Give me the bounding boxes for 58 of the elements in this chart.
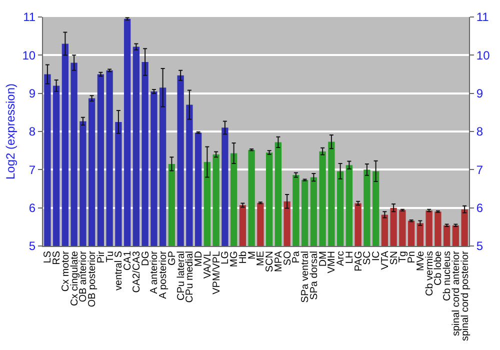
y2-tick-label: 7 [476,162,484,177]
x-tick-label: OB anterior [78,250,90,302]
x-tick-label: Tu [104,251,116,262]
x-tick-label: Tg [398,251,409,263]
y2-tick-label: 11 [476,10,490,24]
x-tick-label: spinal cord posterior [460,250,471,342]
x-tick-label: DM [318,251,329,267]
y-tick-label: 9 [28,86,36,101]
x-tick-label: IC [371,251,382,261]
x-tick-label: ventral S [114,250,125,290]
x-tick-label: Cb nucleus [442,251,454,302]
x-tick-label: Cb lobe [433,250,444,286]
x-tick-label: Hb [238,250,249,264]
y2-tick-label: 6 [476,201,484,216]
x-tick-label: VPM/VPL [211,250,222,294]
x-tick-label: VA/VL [202,250,214,279]
x-tick-label: DG [140,250,152,266]
y-tick-label: 7 [28,162,36,177]
y2-tick-label: 8 [476,124,484,139]
y-axis-title: Log2 (expression) [4,83,18,180]
x-tick-label: MVe [415,250,426,272]
x-tick-label: GP [166,250,178,266]
x-tick-label: MPA [273,250,284,272]
y-tick-label: 8 [28,124,36,139]
x-tick-label: CA2/CA3 [131,250,142,293]
x-tick-label: SO [282,250,294,266]
x-tick-label: CPu medial [184,251,196,303]
x-tick-label: Cx cingulate [69,250,80,306]
x-tick-label: LS [42,250,54,264]
x-tick-label: Cx motor [60,250,72,292]
x-tick-label: A anterior [149,250,160,294]
y2-tick-label: 9 [476,86,484,101]
x-tick-label: CA1 [122,250,134,270]
x-tick-label: spinal cord anterior [450,250,462,336]
x-tick-label: LG [220,250,232,264]
x-tick-label: Arc [336,251,347,266]
y2-tick-label: 5 [476,239,484,254]
x-tick-label: SN [388,251,400,265]
x-tick-label: SCN [264,251,276,272]
y-tick-label: 11 [23,10,36,24]
y-tick-label: 5 [28,239,36,254]
x-tick-label: Pa [291,250,302,264]
x-tick-label: VTA [380,250,391,270]
x-tick-label: PAG [353,250,364,272]
x-tick-label: SPa dorsal [308,251,320,300]
y-tick-label: 6 [28,201,36,216]
x-tick-label: VMH [326,251,338,274]
x-tick-label: SC [362,251,374,265]
x-tick-label: A posterior [158,250,170,299]
y2-tick-label: 10 [476,48,490,62]
x-tick-label: Pn [406,251,418,264]
x-tick-label: Pir [96,250,107,264]
y-tick-label: 10 [22,48,36,62]
x-tick-label: M [246,251,258,260]
x-tick-label: LH [344,251,356,264]
x-tick-label: ME [256,250,267,266]
x-tick-label: RS [52,250,63,265]
x-tick-label: OB posterior [87,250,98,308]
